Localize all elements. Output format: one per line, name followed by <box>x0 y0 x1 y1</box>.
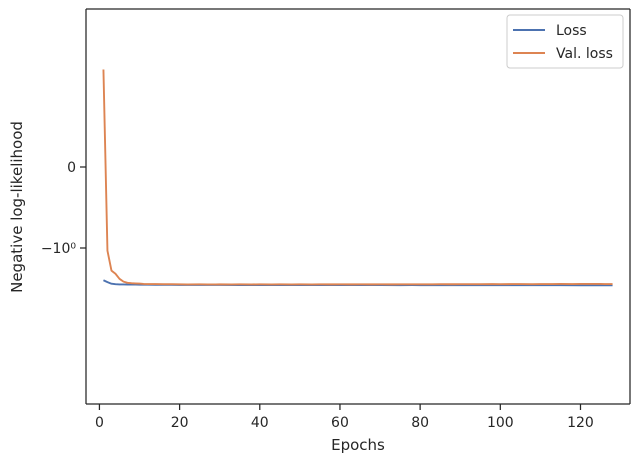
y-axis-label: Negative log-likelihood <box>8 121 26 293</box>
series-layer <box>102 69 613 287</box>
x-tick-label: 60 <box>331 415 349 431</box>
x-axis-label: Epochs <box>331 436 385 454</box>
legend: Loss Val. loss <box>506 14 624 69</box>
legend-box <box>506 14 624 69</box>
y-tick-label: −10⁰ <box>41 241 77 257</box>
legend-label-loss: Loss <box>556 23 587 39</box>
x-tick-label: 100 <box>487 415 514 431</box>
legend-label-val-loss: Val. loss <box>556 46 613 62</box>
x-tick-label: 20 <box>171 415 189 431</box>
x-tick-label: 0 <box>95 415 104 431</box>
x-axis-ticks: 0 20 40 60 80 100 120 <box>95 404 594 431</box>
x-tick-label: 120 <box>567 415 594 431</box>
series-line-val-loss <box>102 69 613 286</box>
y-axis-ticks: 0 −10⁰ <box>41 160 86 257</box>
axes-frame <box>85 8 631 405</box>
x-tick-label: 40 <box>251 415 269 431</box>
x-tick-label: 80 <box>411 415 429 431</box>
y-tick-label: 0 <box>67 160 76 176</box>
